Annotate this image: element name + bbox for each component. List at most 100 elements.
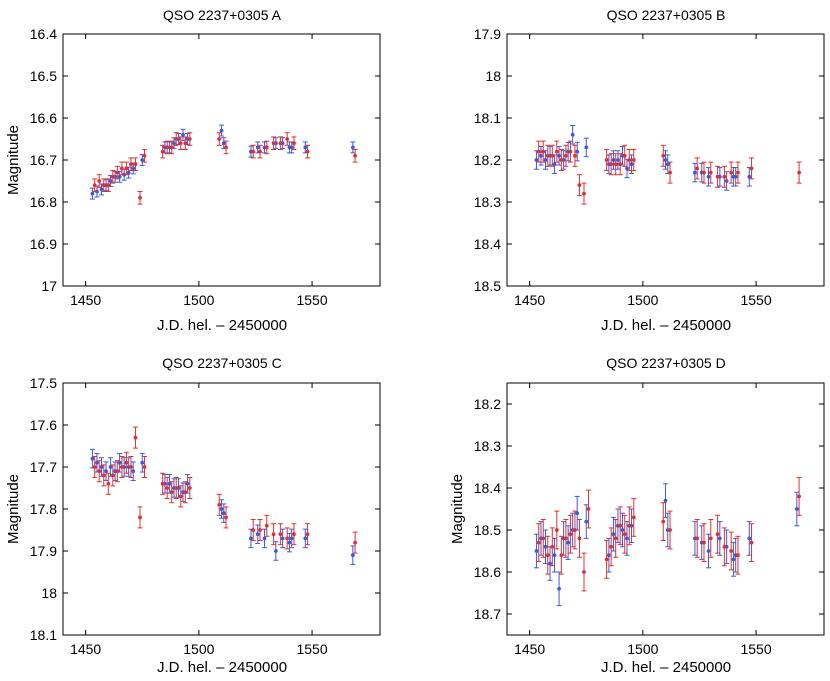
data-point <box>249 536 253 541</box>
data-point <box>797 170 801 175</box>
plot-frame <box>62 33 381 287</box>
data-point <box>92 183 97 188</box>
data-point <box>736 553 740 558</box>
y-tick-label: 18.3 <box>474 438 501 454</box>
data-point <box>541 149 546 154</box>
data-point <box>174 137 179 141</box>
data-point <box>570 132 575 137</box>
data-point <box>620 528 625 532</box>
data-point <box>183 490 188 495</box>
data-point <box>264 145 269 150</box>
y-tick-label: 18.5 <box>474 278 501 294</box>
data-point <box>115 170 120 175</box>
x-tick-label: 1550 <box>296 641 327 657</box>
data-point <box>117 460 122 465</box>
panel-2: 1450 1500 1550 17.5 17.6 17.7 17.8 17.9 18 18.1 QS… <box>5 355 381 676</box>
data-point <box>271 141 276 146</box>
data-point <box>611 158 616 162</box>
data-point <box>167 481 172 486</box>
data-point <box>609 544 614 549</box>
data-point <box>557 586 561 591</box>
data-point <box>611 532 616 537</box>
data-point <box>221 141 226 146</box>
data-point <box>131 166 136 171</box>
data-point <box>539 153 543 158</box>
data-point <box>106 481 111 486</box>
data-point <box>736 170 740 175</box>
data-point <box>616 158 620 162</box>
data-point <box>255 145 260 150</box>
x-tick-label: 1450 <box>514 641 545 657</box>
data-point <box>631 515 636 520</box>
data-point <box>129 465 133 469</box>
data-point <box>733 174 738 179</box>
data-point <box>668 528 672 532</box>
data-point <box>183 141 188 146</box>
panel-1: 1450 1500 1550 17.9 18 18.1 18.2 18.3 18.4 18.5 QS… <box>474 7 825 334</box>
data-point <box>729 170 734 175</box>
data-point <box>350 145 355 150</box>
data-point <box>661 153 666 158</box>
chart-title: QSO 2237+0305 C <box>162 355 281 371</box>
data-point <box>631 158 636 162</box>
data-point <box>609 162 614 167</box>
data-point <box>695 536 700 541</box>
data-point <box>724 179 729 183</box>
x-tick-label: 1550 <box>740 641 771 657</box>
data-point <box>117 174 122 179</box>
y-tick-label: 18.5 <box>474 522 501 538</box>
y-tick-label: 18.4 <box>474 236 501 252</box>
x-tick-label: 1450 <box>70 292 101 308</box>
data-point <box>217 137 222 141</box>
y-axis-label: Magnitude <box>449 474 466 544</box>
data-point <box>264 523 269 528</box>
data-point <box>185 481 190 486</box>
data-point <box>108 465 113 469</box>
y-axis-label: Magnitude <box>5 125 22 195</box>
data-point <box>140 158 145 162</box>
data-point <box>165 145 170 150</box>
data-point <box>749 166 754 171</box>
data-point <box>715 174 720 179</box>
data-point <box>563 536 568 541</box>
data-point <box>552 553 557 558</box>
plot-frame <box>506 382 825 636</box>
y-tick-label: 18.1 <box>30 627 57 643</box>
data-point <box>104 469 108 474</box>
data-point <box>563 153 568 158</box>
data-point <box>97 469 102 474</box>
data-point <box>582 570 586 574</box>
data-point <box>573 153 577 158</box>
data-point <box>613 536 618 541</box>
data-point <box>224 145 228 150</box>
series-blue <box>533 483 800 607</box>
data-point <box>625 536 629 541</box>
y-tick-label: 17.7 <box>30 459 57 475</box>
data-point <box>575 511 580 516</box>
data-point <box>224 515 228 520</box>
data-point <box>115 469 120 474</box>
y-tick-label: 17.5 <box>30 375 57 391</box>
data-point <box>142 153 147 158</box>
x-tick-label: 1450 <box>70 641 101 657</box>
y-tick-label: 16.7 <box>30 152 57 168</box>
y-tick-label: 16.8 <box>30 194 57 210</box>
data-point <box>353 540 357 545</box>
data-point <box>695 166 700 171</box>
x-axis-label: J.D. hel. – 2450000 <box>157 659 287 676</box>
data-point <box>797 494 801 499</box>
data-point <box>573 528 577 532</box>
data-point <box>559 553 564 558</box>
data-point <box>187 137 192 141</box>
data-point <box>169 145 174 150</box>
data-point <box>618 523 623 528</box>
y-tick-label: 18.1 <box>474 110 501 126</box>
data-point <box>545 553 550 558</box>
y-tick-label: 18.4 <box>474 480 501 496</box>
chart-title: QSO 2237+0305 A <box>163 7 282 23</box>
data-point <box>124 166 129 171</box>
data-point <box>138 515 142 520</box>
data-point <box>285 137 290 141</box>
data-point <box>287 540 292 545</box>
data-point <box>255 532 260 537</box>
